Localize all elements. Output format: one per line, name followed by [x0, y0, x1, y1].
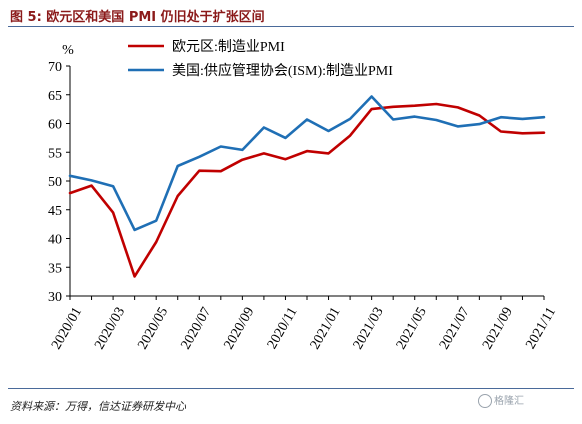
figure-title: 图 5: 欧元区和美国 PMI 仍旧处于扩张区间	[10, 10, 265, 25]
source-note: 资料来源：万得，信达证券研发中心	[10, 400, 186, 413]
x-tick-label: 2021/11	[523, 305, 559, 352]
x-tick-label: 2020/11	[265, 305, 301, 352]
y-tick-label: 55	[48, 146, 62, 161]
y-tick-label: 50	[48, 175, 62, 190]
wechat-icon	[478, 394, 492, 408]
x-tick-label: 2020/01	[49, 305, 85, 352]
y-axis-unit-label: %	[62, 43, 74, 58]
y-tick-label: 70	[48, 60, 62, 75]
y-axis-ticks: 30 35 40 45 50 55 60 65 70	[48, 60, 70, 305]
x-tick-label: 2021/03	[351, 305, 387, 352]
watermark: 格隆汇	[478, 392, 524, 408]
x-tick-label: 2021/01	[308, 305, 344, 352]
y-tick-label: 40	[48, 233, 62, 248]
y-tick-label: 45	[48, 204, 62, 219]
x-tick-label: 2020/03	[92, 305, 128, 352]
footer-divider	[8, 388, 574, 389]
y-tick-label: 60	[48, 118, 62, 133]
x-tick-label: 2020/09	[222, 305, 258, 352]
x-tick-label: 2021/09	[480, 305, 516, 352]
legend: 欧元区:制造业PMI 美国:供应管理协会(ISM):制造业PMI	[128, 39, 393, 79]
y-tick-label: 30	[48, 290, 62, 305]
y-tick-label: 65	[48, 89, 62, 104]
legend-label-2: 美国:供应管理协会(ISM):制造业PMI	[172, 62, 393, 79]
x-tick-label: 2021/07	[437, 305, 473, 352]
x-tick-label: 2021/05	[394, 305, 430, 352]
watermark-text: 格隆汇	[494, 396, 524, 407]
axes	[69, 66, 544, 297]
x-tick-label: 2020/07	[178, 305, 214, 352]
title-divider	[8, 26, 574, 27]
series-line-2	[68, 95, 546, 232]
series-lines	[68, 95, 546, 278]
x-tick-label: 2020/05	[135, 305, 171, 352]
y-tick-label: 35	[48, 261, 62, 276]
series-line-1	[68, 102, 546, 278]
legend-label-1: 欧元区:制造业PMI	[172, 39, 285, 55]
x-axis-ticks: 2020/01 2020/03 2020/05 2020/07 2020/09 2020/…	[49, 296, 559, 352]
